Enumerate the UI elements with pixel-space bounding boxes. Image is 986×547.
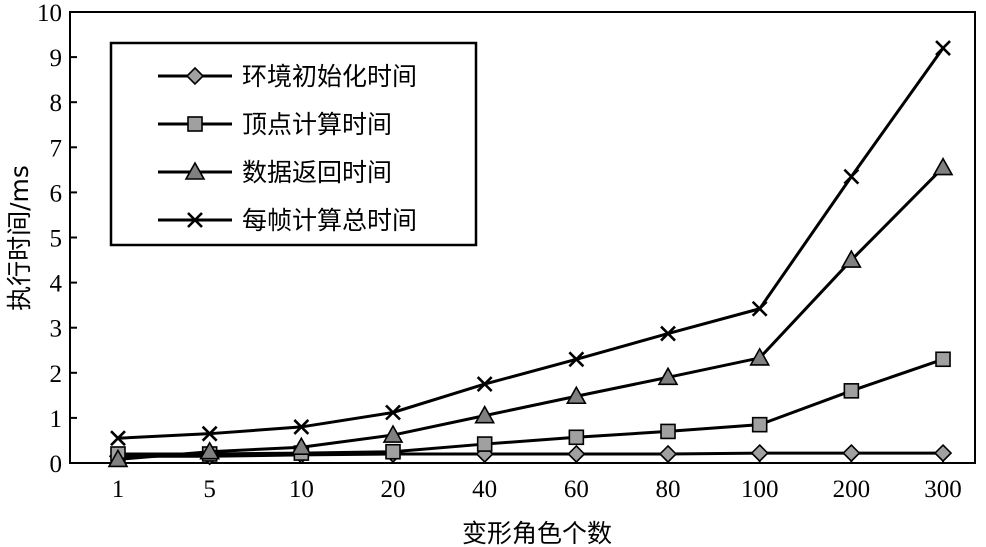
data-point [840,249,862,268]
axes: 0 1 2 3 4 5 6 7 8 9 10 1 5 10 20 40 60 80 100 200 300 [37,0,976,503]
data-point [201,425,218,442]
marker-stroke [476,376,493,392]
marker-stroke [201,425,218,442]
data-point [657,366,679,386]
x-tick-label: 40 [472,476,497,503]
marker-stroke [751,300,768,317]
y-tick-label: 7 [50,135,63,162]
data-point [660,325,676,342]
series-line [117,166,945,461]
legend-item: 每帧计算总时间 [158,206,417,235]
data-point [474,405,496,424]
data-point [567,444,586,464]
x-tick-label: 10 [289,476,314,503]
y-tick-label: 1 [50,406,63,433]
legend-marker [187,212,203,228]
series-line [118,451,944,458]
y-tick-label: 2 [50,361,63,388]
y-tick-label: 0 [50,451,63,478]
data-point [750,443,769,463]
y-tick-label: 8 [50,90,63,117]
data-point [385,404,401,421]
x-tick-label: 1 [112,476,125,503]
legend-label: 数据返回时间 [242,158,392,187]
data-point [660,423,676,440]
legend-label: 每帧计算总时间 [242,206,417,235]
y-axis-title: 执行时间/ms [5,165,34,311]
data-point [476,436,493,452]
legend-item: 环境初始化时间 [158,62,417,91]
x-tick-label: 5 [203,476,216,503]
x-tick-label: 20 [381,476,406,503]
data-point [935,40,951,56]
data-point [749,347,771,366]
data-point [476,376,493,392]
data-point [290,436,312,456]
data-point [751,300,768,317]
data-point [932,156,954,176]
data-point [842,443,861,463]
data-point [565,385,587,405]
data-point [110,430,126,447]
series-line [117,47,945,440]
x-tick-label: 300 [924,476,962,503]
data-point [658,444,678,464]
series-line [118,357,944,456]
legend-marker [185,66,205,86]
legend-item: 数据返回时间 [158,158,392,187]
y-tick-label: 6 [50,180,63,207]
data-point [199,441,221,460]
data-point [935,351,951,368]
data-point [382,424,404,443]
data-point [568,429,585,446]
x-tick-label: 100 [741,476,779,503]
x-tick-label: 80 [656,476,681,503]
legend-marker [187,116,203,132]
data-point [751,416,768,433]
data-point [385,443,401,460]
series-3 [107,156,954,468]
y-tick-label: 9 [50,45,63,72]
marker-stroke [110,430,126,447]
marker-stroke [293,419,310,435]
marker-stroke [568,351,585,368]
legend-marker [184,161,206,180]
y-tick-label: 5 [50,226,63,253]
series-4 [110,40,951,447]
data-point [293,419,310,435]
legend-label: 环境初始化时间 [242,62,417,91]
series-group [107,40,954,468]
x-tick-label: 200 [833,476,871,503]
y-tick-label: 4 [50,271,63,298]
y-tick-label: 10 [37,0,62,27]
legend-label: 顶点计算时间 [242,110,392,139]
data-point [107,448,129,468]
legend-item: 顶点计算时间 [158,110,392,139]
marker-stroke [660,325,676,342]
data-point [933,443,953,463]
x-tick-label: 60 [564,476,589,503]
marker-stroke [385,404,401,421]
x-axis-title: 变形角色个数 [462,519,612,547]
y-tick-label: 3 [50,316,63,343]
marker-stroke [935,40,951,56]
marker-stroke [187,212,203,228]
data-point [568,351,585,368]
data-point [843,168,860,185]
data-point [843,383,860,399]
marker-stroke [843,168,860,185]
